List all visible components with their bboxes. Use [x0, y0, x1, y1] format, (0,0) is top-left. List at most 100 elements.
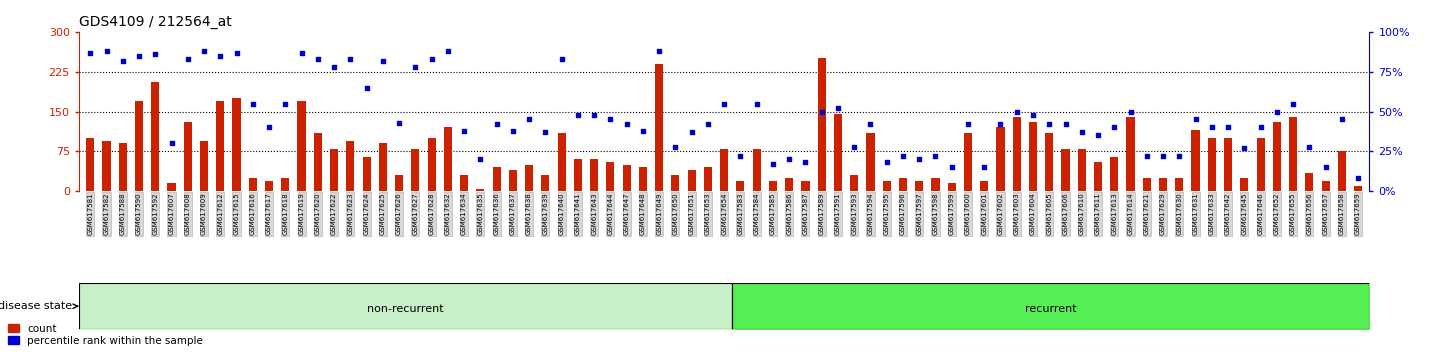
Point — [192, 48, 215, 54]
Point — [371, 58, 394, 63]
Bar — [346, 141, 354, 191]
Bar — [248, 178, 257, 191]
Point — [794, 160, 817, 165]
Bar — [119, 143, 126, 191]
Bar — [835, 114, 842, 191]
Bar — [281, 178, 290, 191]
Bar — [168, 183, 175, 191]
Bar — [1110, 156, 1119, 191]
Bar — [265, 181, 272, 191]
Bar — [1354, 186, 1362, 191]
Point — [143, 51, 166, 57]
Point — [79, 50, 102, 55]
Bar — [932, 178, 939, 191]
Point — [810, 109, 833, 114]
Point — [761, 161, 784, 167]
Point — [1249, 125, 1272, 130]
Point — [1347, 176, 1369, 181]
Point — [518, 117, 541, 122]
Bar — [1240, 178, 1249, 191]
Point — [551, 56, 574, 62]
Point — [502, 128, 525, 133]
Point — [469, 156, 492, 162]
Bar — [883, 181, 891, 191]
Point — [533, 129, 556, 135]
Point — [1070, 129, 1093, 135]
Bar — [217, 101, 224, 191]
Bar — [541, 175, 549, 191]
Point — [923, 153, 946, 159]
Bar — [817, 58, 826, 191]
Bar — [1012, 117, 1021, 191]
Bar — [1143, 178, 1152, 191]
Bar — [1176, 178, 1183, 191]
Bar — [704, 167, 711, 191]
Point — [1167, 153, 1190, 159]
Bar — [638, 167, 647, 191]
Bar — [151, 82, 159, 191]
Point — [420, 56, 443, 62]
Bar — [1322, 181, 1329, 191]
Bar — [899, 178, 908, 191]
Point — [290, 50, 313, 55]
Point — [680, 129, 703, 135]
Bar — [1289, 117, 1298, 191]
Bar — [492, 167, 500, 191]
Bar — [1094, 162, 1103, 191]
Point — [777, 156, 800, 162]
Bar — [802, 181, 810, 191]
Bar — [948, 183, 956, 191]
Bar — [379, 143, 387, 191]
Bar — [589, 159, 598, 191]
Bar — [1207, 138, 1216, 191]
Text: GDS4109 / 212564_at: GDS4109 / 212564_at — [79, 16, 232, 29]
Legend: count, percentile rank within the sample: count, percentile rank within the sample — [6, 320, 206, 349]
Bar — [981, 181, 988, 191]
Point — [713, 101, 736, 106]
Bar — [769, 181, 777, 191]
Point — [631, 128, 654, 133]
Bar — [330, 149, 338, 191]
Point — [843, 144, 866, 149]
Point — [1331, 117, 1354, 122]
Point — [436, 48, 459, 54]
Bar — [363, 156, 370, 191]
Point — [1282, 101, 1305, 106]
Bar — [1078, 149, 1086, 191]
Point — [1038, 121, 1061, 127]
Point — [1152, 153, 1174, 159]
Bar — [1061, 149, 1070, 191]
Bar — [184, 122, 192, 191]
Bar — [720, 149, 728, 191]
Point — [485, 121, 508, 127]
Point — [1136, 153, 1159, 159]
Bar — [102, 141, 110, 191]
Bar — [574, 159, 582, 191]
Point — [176, 56, 199, 62]
Bar — [622, 165, 631, 191]
Point — [648, 48, 671, 54]
Point — [972, 164, 995, 170]
Point — [209, 53, 232, 58]
Point — [566, 112, 589, 118]
Point — [664, 144, 687, 149]
Bar — [1305, 172, 1314, 191]
Point — [989, 121, 1012, 127]
Point — [225, 50, 248, 55]
Point — [728, 153, 751, 159]
Bar — [1273, 122, 1281, 191]
Bar — [786, 178, 793, 191]
Point — [956, 121, 979, 127]
Bar — [915, 181, 923, 191]
Point — [95, 48, 118, 54]
Text: disease state: disease state — [0, 301, 72, 311]
Point — [826, 105, 849, 111]
Point — [859, 121, 882, 127]
Point — [1103, 125, 1126, 130]
Point — [307, 56, 330, 62]
Point — [404, 64, 427, 70]
Point — [615, 121, 638, 127]
Point — [356, 85, 379, 91]
Bar — [1045, 133, 1054, 191]
Bar — [737, 181, 744, 191]
